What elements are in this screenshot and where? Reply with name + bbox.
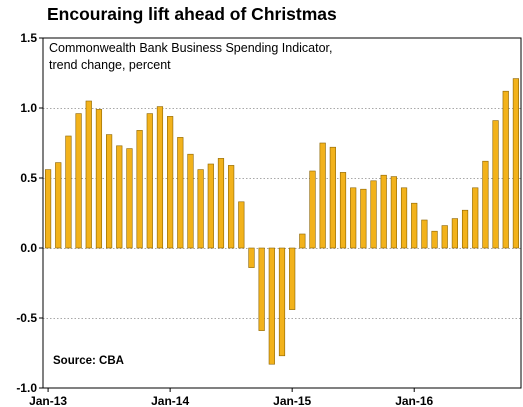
bar — [268, 247, 275, 365]
bar — [309, 170, 316, 249]
bar — [451, 218, 458, 249]
bar — [360, 188, 367, 249]
bar — [289, 247, 296, 310]
chart-title: Encouraing lift ahead of Christmas — [47, 4, 337, 24]
bar — [380, 174, 387, 249]
bar — [299, 233, 306, 249]
bars — [44, 78, 520, 365]
bar — [238, 201, 245, 249]
bar — [167, 116, 174, 249]
x-tick-label: Jan-15 — [273, 394, 311, 407]
bar — [197, 169, 204, 249]
bar — [441, 225, 448, 249]
bar — [106, 134, 113, 249]
y-tick-label: 1.0 — [20, 101, 37, 115]
plot-area — [42, 37, 522, 389]
bar — [278, 247, 286, 357]
bar — [390, 176, 397, 249]
bar — [217, 158, 225, 249]
bar — [136, 130, 143, 249]
bar — [472, 187, 479, 249]
bar — [411, 202, 418, 249]
bar — [146, 113, 153, 249]
chart-subtitle-line-1: Commonwealth Bank Business Spending Indi… — [49, 41, 333, 55]
bar — [431, 230, 438, 249]
bar — [187, 153, 194, 249]
chart-subtitle-line-2: trend change, percent — [49, 58, 171, 72]
bar — [207, 163, 214, 249]
y-axis: -1.0 -0.5 0.0 0.5 1.0 1.5 — [16, 31, 43, 395]
bar — [350, 187, 357, 249]
y-tick-label: -0.5 — [16, 311, 37, 325]
y-tick-label: -1.0 — [16, 381, 37, 395]
bar — [44, 169, 52, 249]
bar — [502, 90, 509, 249]
y-tick-label: 0.5 — [20, 171, 37, 185]
source-label: Source: CBA — [53, 355, 124, 367]
x-tick-label: Jan-13 — [29, 394, 67, 407]
x-axis: Jan-13 Jan-14 Jan-15 Jan-16 — [29, 388, 434, 407]
y-tick-label: 0.0 — [20, 241, 37, 255]
bar — [461, 209, 469, 249]
bar — [228, 165, 235, 249]
bar — [339, 172, 347, 249]
bar — [177, 137, 184, 249]
bar — [329, 146, 336, 249]
bar — [421, 219, 428, 249]
bar — [75, 113, 82, 249]
bar — [126, 148, 133, 249]
bar — [492, 120, 499, 249]
y-tick-label: 1.5 — [20, 31, 37, 45]
bar — [116, 145, 123, 249]
bar — [65, 135, 72, 249]
x-tick-label: Jan-14 — [151, 394, 189, 407]
bar — [85, 100, 92, 249]
bar — [95, 109, 103, 249]
bar — [400, 187, 408, 249]
bar — [248, 247, 255, 268]
bar — [370, 180, 377, 249]
bar — [319, 142, 326, 249]
x-tick-label: Jan-16 — [395, 394, 433, 407]
bar — [156, 106, 164, 249]
bar — [55, 162, 62, 249]
bar — [258, 247, 265, 331]
bar — [482, 160, 489, 249]
bar — [512, 78, 520, 249]
